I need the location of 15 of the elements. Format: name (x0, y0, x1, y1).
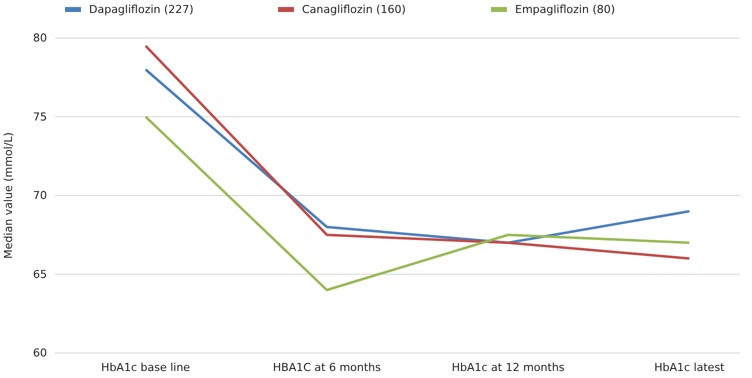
y-tick-label: 60 (33, 346, 47, 360)
x-tick-label: HBA1C at 6 months (272, 360, 382, 374)
y-tick-label: 75 (33, 110, 47, 124)
line-series (144, 116, 691, 292)
y-tick-label: 70 (33, 189, 47, 202)
legend-label: Empagliflozin (80) (515, 3, 616, 16)
y-axis-title: Median value (mmol/L) (2, 132, 15, 259)
x-tick-label: HbA1c latest (654, 360, 726, 374)
y-tick-label: 65 (33, 268, 47, 281)
legend-label: Dapagliflozin (227) (89, 3, 194, 16)
y-tick-label: 80 (33, 32, 47, 45)
x-tick-label: HbA1c base line (101, 360, 190, 374)
line-series (144, 44, 691, 260)
legend-label: Canagliflozin (160) (302, 3, 406, 16)
x-tick-label: HbA1c at 12 months (452, 360, 565, 374)
